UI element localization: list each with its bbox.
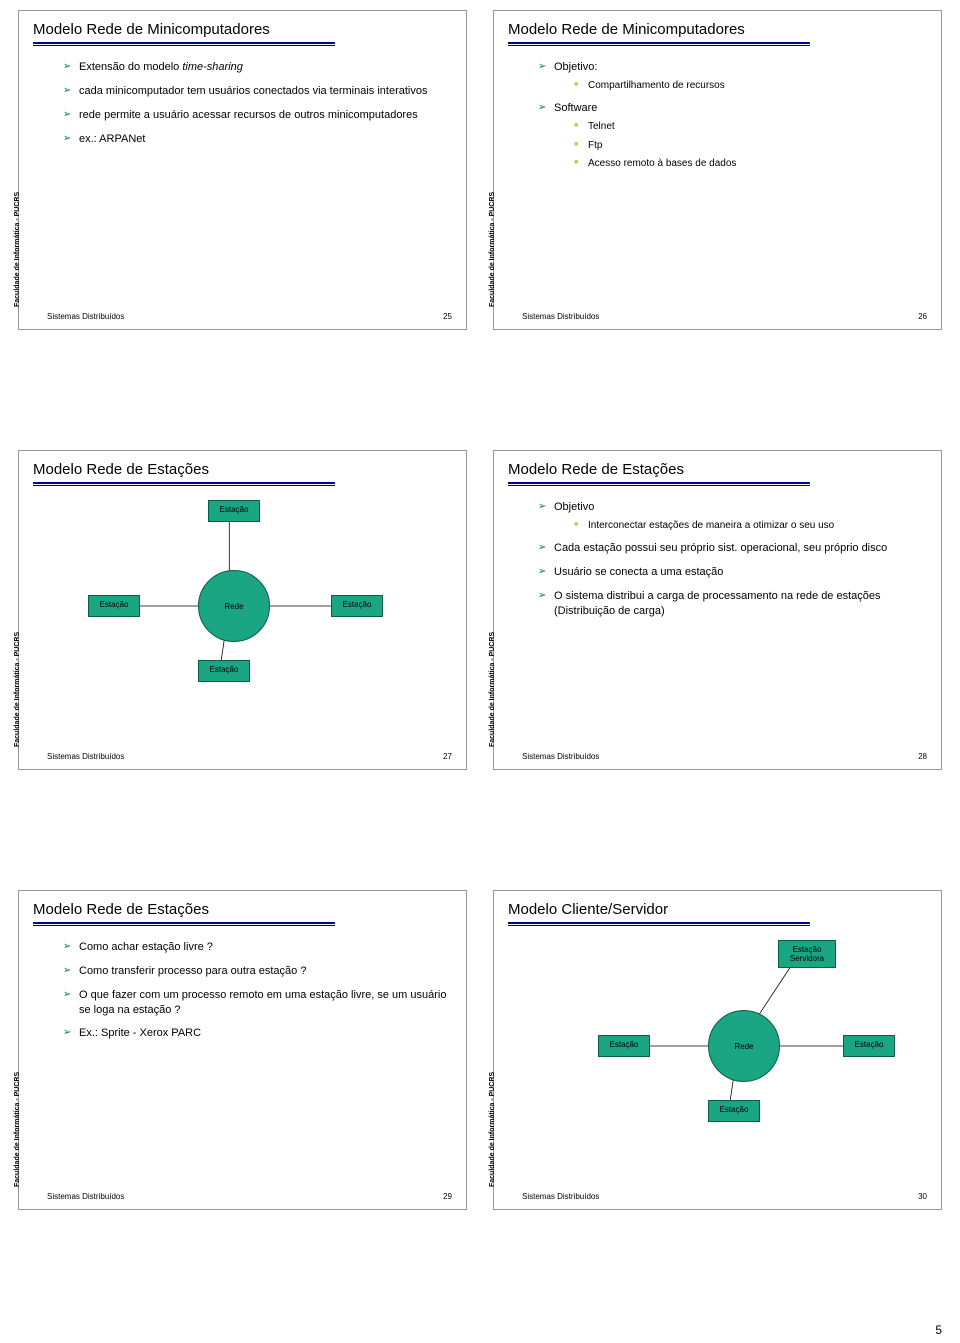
bullet: O sistema distribui a carga de processam… — [538, 589, 927, 619]
page-number: 5 — [935, 1323, 942, 1337]
slide-29: Modelo Rede de Estações Como achar estaç… — [18, 890, 467, 1210]
side-label: Faculdade de Informática - PUCRS — [14, 1072, 21, 1187]
sub-bullet: Acesso remoto à bases de dados — [574, 157, 927, 171]
title-underline — [508, 42, 810, 46]
slide-27: Modelo Rede de Estações EstaçãoEstaçãoEs… — [18, 450, 467, 770]
bullet: cada minicomputador tem usuários conecta… — [63, 84, 452, 99]
slide-body: Como achar estação livre ? Como transfer… — [33, 940, 452, 1201]
footer-right: 29 — [443, 1192, 452, 1201]
slide-body: Estação Servidora Estação Estação Estação Re… — [508, 940, 927, 1201]
footer-left: Sistemas Distribuídos — [522, 1192, 599, 1201]
network-node-circle: Rede — [198, 570, 270, 642]
title-underline — [508, 482, 810, 486]
slide-title: Modelo Rede de Minicomputadores — [508, 21, 927, 38]
bullet: ex.: ARPANet — [63, 132, 452, 147]
slide-body: Objetivo: Compartilhamento de recursos S… — [508, 60, 927, 321]
slide-footer: Sistemas Distribuídos 26 — [522, 312, 927, 321]
slide-title: Modelo Rede de Estações — [33, 901, 452, 918]
slide-28: Modelo Rede de Estações Objetivo Interco… — [493, 450, 942, 770]
footer-right: 30 — [918, 1192, 927, 1201]
side-label: Faculdade de Informática - PUCRS — [14, 632, 21, 747]
slide-body: Objetivo Interconectar estações de manei… — [508, 500, 927, 761]
slide-title: Modelo Cliente/Servidor — [508, 901, 927, 918]
footer-right: 25 — [443, 312, 452, 321]
network-node-box: Estação — [598, 1035, 650, 1057]
side-label: Faculdade de Informática - PUCRS — [489, 632, 496, 747]
footer-right: 26 — [918, 312, 927, 321]
footer-left: Sistemas Distribuídos — [47, 312, 124, 321]
bullet: Objetivo Interconectar estações de manei… — [538, 500, 927, 532]
bullet: Objetivo: Compartilhamento de recursos — [538, 60, 927, 92]
slide-25: Modelo Rede de Minicomputadores Extensão… — [18, 10, 467, 330]
side-label: Faculdade de Informática - PUCRS — [489, 1072, 496, 1187]
slide-body: Estação Estação Estação Estação Rede — [33, 500, 452, 761]
footer-left: Sistemas Distribuídos — [47, 1192, 124, 1201]
footer-right: 27 — [443, 752, 452, 761]
slide-footer: Sistemas Distribuídos 25 — [47, 312, 452, 321]
slide-title: Modelo Rede de Minicomputadores — [33, 21, 452, 38]
side-label: Faculdade de Informática - PUCRS — [489, 192, 496, 307]
slide-title: Modelo Rede de Estações — [33, 461, 452, 478]
slide-30: Modelo Cliente/Servidor Estação Servidor… — [493, 890, 942, 1210]
sub-bullet: Interconectar estações de maneira a otim… — [574, 519, 927, 533]
bullet: Software Telnet Ftp Acesso remoto à base… — [538, 101, 927, 170]
bullet: Extensão do modelo time-sharing — [63, 60, 452, 75]
side-label: Faculdade de Informática - PUCRS — [14, 192, 21, 307]
bullet: O que fazer com um processo remoto em um… — [63, 988, 452, 1018]
footer-left: Sistemas Distribuídos — [522, 752, 599, 761]
bullet: rede permite a usuário acessar recursos … — [63, 108, 452, 123]
bullet: Usuário se conecta a uma estação — [538, 565, 927, 580]
sub-bullet: Ftp — [574, 139, 927, 153]
slide-footer: Sistemas Distribuídos 27 — [47, 752, 452, 761]
network-node-box: Estação — [331, 595, 383, 617]
slide-grid: Modelo Rede de Minicomputadores Extensão… — [18, 10, 942, 1210]
network-node-circle: Rede — [708, 1010, 780, 1082]
title-underline — [33, 922, 335, 926]
footer-left: Sistemas Distribuídos — [47, 752, 124, 761]
network-node-box: Estação — [843, 1035, 895, 1057]
title-underline — [33, 482, 335, 486]
slide-footer: Sistemas Distribuídos 28 — [522, 752, 927, 761]
network-node-box: Estação — [208, 500, 260, 522]
network-diagram: Estação Servidora Estação Estação Estação Re… — [538, 940, 927, 1150]
bullet: Como achar estação livre ? — [63, 940, 452, 955]
network-node-box: Estação — [88, 595, 140, 617]
network-node-box: Estação — [708, 1100, 760, 1122]
sub-bullet: Telnet — [574, 120, 927, 134]
network-node-box: Estação — [198, 660, 250, 682]
bullet: Como transferir processo para outra esta… — [63, 964, 452, 979]
bullet: Cada estação possui seu próprio sist. op… — [538, 541, 927, 556]
network-node-box: Estação Servidora — [778, 940, 836, 968]
slide-footer: Sistemas Distribuídos 29 — [47, 1192, 452, 1201]
slide-body: Extensão do modelo time-sharing cada min… — [33, 60, 452, 321]
title-underline — [508, 922, 810, 926]
footer-right: 28 — [918, 752, 927, 761]
bullet: Ex.: Sprite - Xerox PARC — [63, 1026, 452, 1041]
network-diagram: Estação Estação Estação Estação Rede — [63, 500, 452, 710]
title-underline — [33, 42, 335, 46]
slide-title: Modelo Rede de Estações — [508, 461, 927, 478]
slide-footer: Sistemas Distribuídos 30 — [522, 1192, 927, 1201]
sub-bullet: Compartilhamento de recursos — [574, 79, 927, 93]
slide-26: Modelo Rede de Minicomputadores Objetivo… — [493, 10, 942, 330]
footer-left: Sistemas Distribuídos — [522, 312, 599, 321]
